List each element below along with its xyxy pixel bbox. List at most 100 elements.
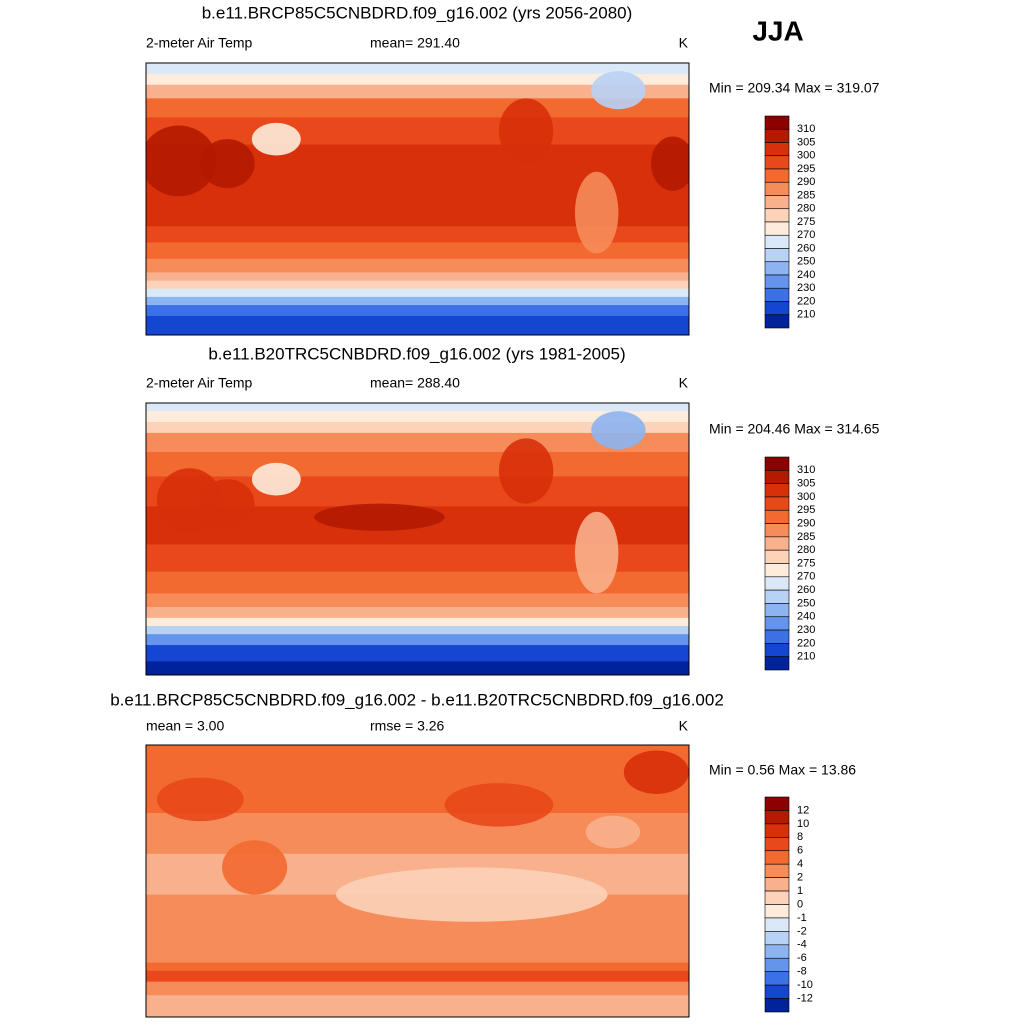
- panel-title: b.e11.BRCP85C5CNBDRD.f09_g16.002 (yrs 20…: [202, 3, 633, 22]
- colorbar-box: [764, 142, 790, 157]
- left-label: 2-meter Air Temp: [146, 375, 253, 391]
- temperature-band: [146, 305, 689, 317]
- colorbar-box: [764, 656, 790, 671]
- temperature-region: [650, 136, 689, 191]
- temperature-band: [146, 432, 689, 453]
- colorbar-label: 6: [797, 845, 803, 857]
- temperature-band: [146, 258, 689, 273]
- colorbar-box: [764, 796, 790, 811]
- temperature-band: [146, 593, 689, 608]
- map-frame: [145, 62, 690, 336]
- temperature-region: [591, 71, 646, 110]
- temperature-band: [146, 117, 689, 146]
- colorbar-box: [764, 128, 790, 143]
- temperature-band: [146, 422, 689, 434]
- center-label: mean= 288.40: [370, 375, 460, 391]
- temperature-region: [444, 783, 554, 827]
- temperature-band: [146, 981, 689, 996]
- colorbar-box: [764, 850, 790, 865]
- colorbar-label: 220: [797, 295, 815, 307]
- colorbar-label: 300: [797, 150, 815, 162]
- temperature-region: [336, 867, 608, 922]
- colorbar-label: 290: [797, 517, 815, 529]
- colorbar-box: [764, 301, 790, 316]
- colorbar-label: 250: [797, 256, 815, 268]
- colorbar-box: [764, 984, 790, 999]
- colorbar-box: [764, 483, 790, 498]
- colorbar-box: [764, 603, 790, 618]
- colorbar-label: 210: [797, 651, 815, 663]
- temperature-region: [623, 750, 689, 794]
- temperature-band: [146, 272, 689, 282]
- colorbar-box: [764, 456, 790, 471]
- units-label: K: [679, 35, 689, 51]
- colorbar-label: 260: [797, 584, 815, 596]
- colorbar-box: [764, 208, 790, 223]
- colorbar-label: 280: [797, 544, 815, 556]
- colorbar-label: -6: [797, 952, 807, 964]
- map: [145, 62, 690, 336]
- temperature-region: [498, 438, 554, 504]
- colorbar-label: 230: [797, 624, 815, 636]
- center-label: rmse = 3.26: [370, 718, 445, 734]
- colorbar-box: [764, 509, 790, 524]
- temperature-band: [146, 288, 689, 298]
- map: [145, 402, 690, 676]
- colorbar-label: 275: [797, 557, 815, 569]
- units-label: K: [679, 718, 689, 734]
- colorbar-label: -10: [797, 979, 813, 991]
- center-label: mean= 291.40: [370, 35, 460, 51]
- temperature-band: [146, 280, 689, 290]
- map: [145, 744, 690, 1018]
- colorbar-box: [764, 314, 790, 329]
- map-frame: [145, 402, 690, 676]
- colorbar-box: [764, 629, 790, 644]
- temperature-band: [146, 995, 689, 1017]
- temperature-region: [200, 479, 255, 529]
- colorbar-box: [764, 863, 790, 878]
- colorbar-label: 310: [797, 123, 815, 135]
- colorbar-box: [764, 523, 790, 538]
- colorbar-box: [764, 957, 790, 972]
- colorbar-box: [764, 931, 790, 946]
- colorbar-box: [764, 563, 790, 578]
- colorbar-box: [764, 470, 790, 484]
- panel-title: b.e11.B20TRC5CNBDRD.f09_g16.002 (yrs 198…: [208, 344, 625, 363]
- panel-title: b.e11.BRCP85C5CNBDRD.f09_g16.002 - b.e11…: [110, 690, 724, 709]
- temperature-band: [146, 645, 689, 662]
- colorbar-label: 305: [797, 136, 815, 148]
- colorbar-box: [764, 261, 790, 276]
- temperature-region: [591, 411, 646, 450]
- temperature-band: [146, 73, 689, 86]
- left-label: 2-meter Air Temp: [146, 35, 253, 51]
- temperature-band: [146, 403, 689, 412]
- temperature-region: [251, 462, 301, 496]
- colorbar-box: [764, 248, 790, 263]
- colorbar-label: 240: [797, 611, 815, 623]
- colorbar-box: [764, 115, 790, 130]
- colorbar-box: [764, 971, 790, 986]
- colorbar-label: -12: [797, 992, 813, 1004]
- temperature-band: [146, 634, 689, 646]
- temperature-region: [498, 98, 554, 164]
- colorbar-box: [764, 823, 790, 838]
- colorbar-label: 250: [797, 597, 815, 609]
- temperature-band: [146, 661, 689, 675]
- season-label: JJA: [752, 15, 803, 46]
- min-max-label: Min = 204.46 Max = 314.65: [709, 421, 880, 437]
- temperature-region: [251, 122, 301, 156]
- colorbar-box: [764, 877, 790, 892]
- temperature-band: [146, 242, 689, 260]
- temperature-band: [146, 626, 689, 635]
- map-field: [146, 745, 689, 1017]
- colorbar-box: [764, 195, 790, 210]
- temperature-band: [146, 98, 689, 118]
- colorbar-label: 1: [797, 885, 803, 897]
- temperature-band: [146, 962, 689, 972]
- colorbar-box: [764, 917, 790, 932]
- colorbar-label: 12: [797, 804, 809, 816]
- colorbar-label: 2: [797, 872, 803, 884]
- colorbar-box: [764, 810, 790, 825]
- colorbar-label: 210: [797, 309, 815, 321]
- colorbar-box: [764, 890, 790, 905]
